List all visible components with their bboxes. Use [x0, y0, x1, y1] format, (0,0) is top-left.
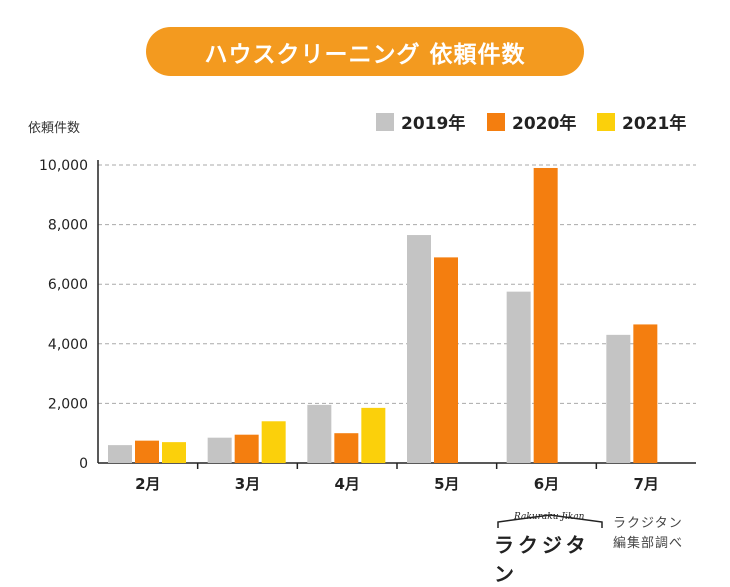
bar: [334, 433, 359, 463]
legend-entry: 2020年: [512, 113, 576, 134]
bar: [506, 291, 531, 463]
chart-title-text: ハウスクリーニング 依頼件数: [204, 41, 526, 68]
bar-chart: 依頼件数 0 2,000 4,000 6,000 8,000 10,000 2月 3月 4月 5月 6…: [28, 113, 696, 493]
bar: [633, 324, 658, 463]
source-credit: ラクジタン 編集部調べ: [613, 514, 683, 554]
y-tick-label: 8,000: [48, 218, 88, 234]
bar: [361, 407, 386, 463]
y-tick-label: 10,000: [39, 158, 88, 174]
bar: [207, 437, 232, 463]
legend-swatch: [376, 113, 394, 131]
bar: [135, 440, 159, 463]
legend-entry: 2019年: [401, 113, 465, 134]
bar: [533, 167, 558, 464]
x-tick-label: 7月: [633, 475, 658, 493]
credit-line-1: ラクジタン: [613, 516, 683, 531]
y-axis-label: 依頼件数: [28, 121, 80, 136]
rakujitan-logo: Rakuraku Jikan ラクジタン: [492, 512, 608, 586]
bar: [606, 334, 631, 463]
y-tick-label: 4,000: [48, 337, 88, 353]
x-tick-label: 3月: [235, 475, 260, 493]
bar: [307, 404, 332, 463]
y-tick-label: 0: [79, 456, 88, 472]
legend-swatch: [597, 113, 615, 131]
x-tick-label: 6月: [534, 475, 559, 493]
credit-line-2: 編集部調べ: [613, 536, 684, 551]
x-tick-label: 4月: [334, 475, 359, 493]
bar: [234, 434, 259, 463]
legend-swatch: [487, 113, 505, 131]
chart-title: ハウスクリーニング 依頼件数: [146, 27, 584, 76]
x-tick-label: 5月: [434, 475, 459, 493]
y-tick-label: 2,000: [48, 396, 88, 412]
bar: [407, 235, 431, 463]
bar: [162, 442, 186, 463]
bar: [261, 421, 286, 463]
house-roof-icon: [497, 514, 603, 528]
legend-entry: 2021年: [622, 113, 686, 134]
x-tick-label: 2月: [135, 475, 160, 493]
bar: [434, 257, 458, 463]
logo-script: Rakuraku Jikan: [514, 512, 585, 522]
bar: [108, 445, 132, 463]
y-tick-label: 6,000: [48, 277, 88, 293]
logo-text: ラクジタン: [494, 533, 590, 586]
